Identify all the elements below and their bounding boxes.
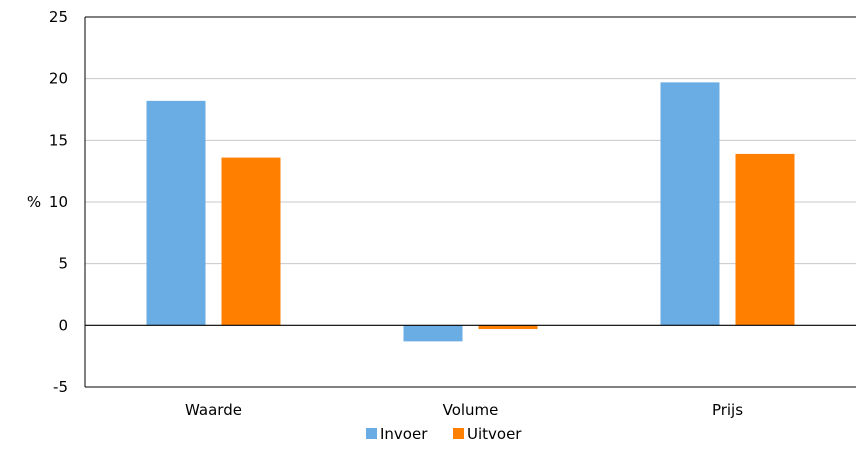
legend-label-uitvoer: Uitvoer xyxy=(467,425,522,443)
legend-swatch-uitvoer xyxy=(453,428,464,439)
legend: Invoer Uitvoer xyxy=(366,425,522,443)
y-tick-labels: -5 0 5 10 15 20 25 xyxy=(49,8,68,396)
y-tick-label: 20 xyxy=(49,70,68,88)
bars xyxy=(146,82,795,342)
bar-invoer-waarde xyxy=(146,100,206,326)
y-tick-label: 15 xyxy=(49,131,68,149)
bar-uitvoer-prijs xyxy=(735,153,795,326)
y-tick-label: 10 xyxy=(49,193,68,211)
x-category-label: Prijs xyxy=(712,401,743,419)
bar-invoer-prijs xyxy=(660,82,720,326)
legend-label-invoer: Invoer xyxy=(380,425,428,443)
axes xyxy=(84,16,856,388)
bar-uitvoer-waarde xyxy=(221,157,281,326)
bar-invoer-volume xyxy=(403,325,463,342)
y-tick-label: 0 xyxy=(58,316,68,334)
x-category-label: Waarde xyxy=(185,401,242,419)
x-category-label: Volume xyxy=(443,401,499,419)
bar-uitvoer-volume xyxy=(478,325,538,330)
y-tick-label: 25 xyxy=(49,8,68,26)
y-axis-label: % xyxy=(27,193,41,211)
legend-swatch-invoer xyxy=(366,428,377,439)
x-category-labels: Waarde Volume Prijs xyxy=(185,401,743,419)
y-tick-label: 5 xyxy=(58,255,68,273)
y-tick-label: -5 xyxy=(53,378,68,396)
